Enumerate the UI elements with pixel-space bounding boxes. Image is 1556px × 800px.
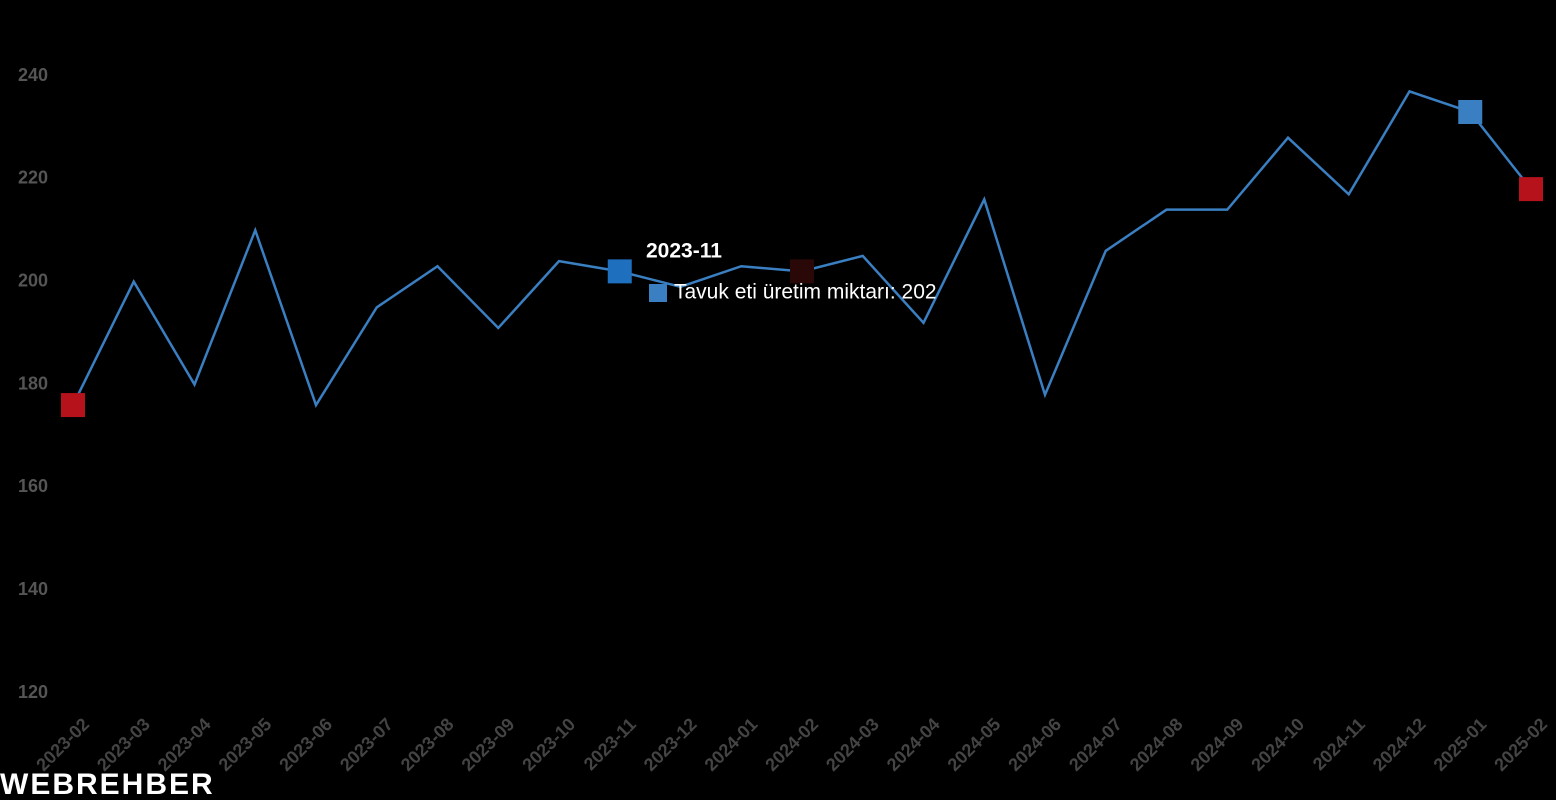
tooltip-title: 2023-11 — [646, 240, 722, 263]
y-tick-label: 140 — [18, 579, 48, 599]
marker — [1519, 177, 1543, 202]
y-tick-label: 180 — [18, 373, 48, 393]
y-tick-label: 220 — [18, 168, 48, 188]
y-tick-label: 160 — [18, 476, 48, 496]
marker — [1458, 99, 1483, 124]
watermark: WEBREHBER — [0, 768, 215, 800]
marker — [607, 259, 632, 284]
y-tick-label: 240 — [18, 65, 48, 85]
tooltip-label: Tavuk eti üretim miktarı: 202 — [674, 281, 937, 304]
tooltip-swatch — [649, 284, 667, 302]
marker — [790, 259, 814, 284]
y-tick-label: 200 — [18, 270, 48, 290]
marker — [61, 393, 85, 418]
y-tick-label: 120 — [18, 682, 48, 702]
